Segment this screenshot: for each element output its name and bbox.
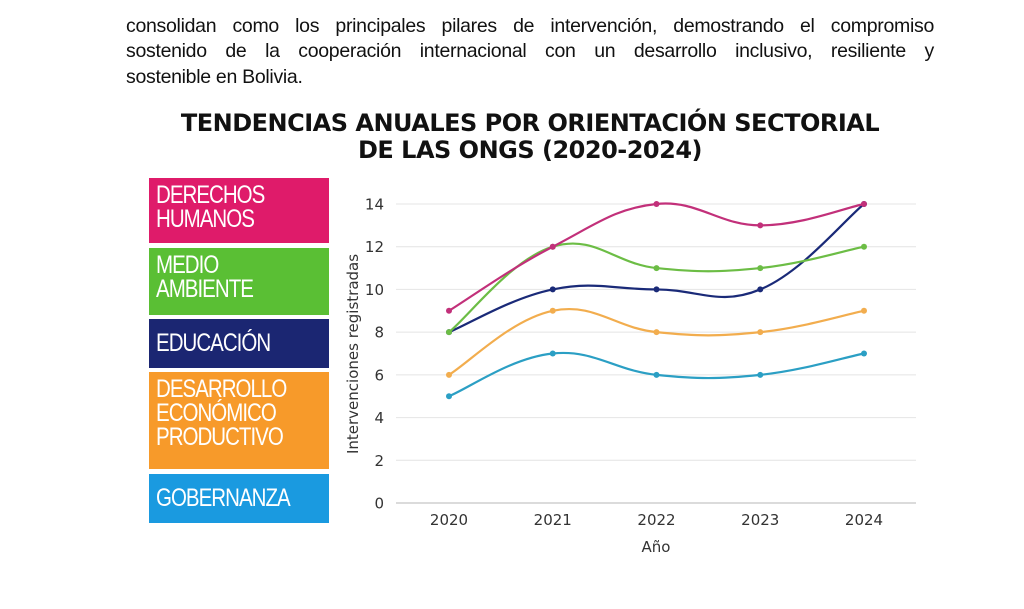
legend-item-desarrollo-economico-productivo: DESARROLLO ECONÓMICO PRODUCTIVO bbox=[149, 372, 329, 469]
paragraph-line: sostenido de la cooperación internaciona… bbox=[126, 40, 934, 62]
x-axis-ticks: 2020 2021 2022 2023 2024 bbox=[430, 511, 883, 529]
data-point bbox=[549, 286, 556, 293]
data-point bbox=[861, 243, 867, 250]
legend-item-derechos-humanos: DERECHOS HUMANOS bbox=[149, 178, 329, 243]
x-tick-label: 2022 bbox=[637, 511, 675, 529]
data-point bbox=[446, 329, 452, 336]
legend-label: PRODUCTIVO bbox=[156, 423, 284, 451]
data-point bbox=[446, 371, 452, 378]
data-point bbox=[757, 222, 764, 229]
y-axis-label: Intervenciones registradas bbox=[344, 254, 362, 454]
legend-label: EDUCACIÓN bbox=[156, 329, 271, 357]
y-tick-label: 6 bbox=[374, 366, 384, 384]
data-point bbox=[757, 265, 764, 272]
data-point bbox=[549, 350, 556, 357]
data-point bbox=[861, 307, 867, 314]
data-point bbox=[653, 265, 660, 272]
paragraph-line: sostenible en Bolivia. bbox=[126, 65, 303, 88]
x-tick-label: 2023 bbox=[741, 511, 779, 529]
y-tick-label: 2 bbox=[374, 452, 384, 470]
data-point bbox=[757, 371, 764, 378]
legend-label: ECONÓMICO bbox=[156, 399, 277, 427]
x-tick-label: 2024 bbox=[845, 511, 883, 529]
legend-label: MEDIO bbox=[156, 251, 219, 279]
data-point bbox=[861, 201, 867, 207]
data-point bbox=[653, 286, 660, 293]
series-derechos-humanos bbox=[446, 201, 867, 314]
chart-title: TENDENCIAS ANUALES POR ORIENTACIÓN SECTO… bbox=[120, 110, 940, 164]
data-point bbox=[757, 286, 764, 293]
x-axis-label: Año bbox=[642, 538, 671, 556]
data-point bbox=[446, 307, 452, 314]
legend-label: DESARROLLO bbox=[156, 375, 287, 403]
data-point bbox=[757, 329, 764, 336]
y-tick-label: 14 bbox=[365, 196, 384, 214]
legend-item-educacion: EDUCACIÓN bbox=[149, 319, 329, 368]
data-point bbox=[861, 350, 867, 357]
x-tick-label: 2020 bbox=[430, 511, 468, 529]
data-point bbox=[653, 201, 660, 207]
paragraph-line: consolidan como los principales pilares … bbox=[126, 14, 934, 37]
x-tick-label: 2021 bbox=[534, 511, 572, 529]
legend-item-medio-ambiente: MEDIO AMBIENTE bbox=[149, 248, 329, 315]
data-point bbox=[446, 393, 452, 400]
body-paragraph: consolidan como los principales pilares … bbox=[126, 0, 934, 90]
chart-title-line: DE LAS ONGS (2020-2024) bbox=[358, 136, 703, 164]
series-line bbox=[447, 202, 866, 312]
series-gobernanza bbox=[446, 350, 867, 400]
data-point bbox=[653, 329, 660, 336]
series-lines bbox=[446, 201, 867, 400]
y-tick-label: 4 bbox=[374, 409, 384, 427]
y-axis-ticks: 0 2 4 6 8 10 12 14 bbox=[365, 196, 384, 513]
y-tick-label: 0 bbox=[374, 495, 384, 513]
legend-label: DERECHOS bbox=[156, 181, 265, 209]
legend-label: AMBIENTE bbox=[156, 275, 254, 303]
y-tick-label: 8 bbox=[374, 324, 384, 342]
legend-label: GOBERNANZA bbox=[156, 484, 291, 512]
data-point bbox=[653, 371, 660, 378]
y-tick-label: 10 bbox=[365, 281, 384, 299]
legend-item-gobernanza: GOBERNANZA bbox=[149, 474, 329, 523]
y-tick-label: 12 bbox=[365, 238, 384, 256]
data-point bbox=[549, 243, 556, 250]
data-point bbox=[549, 307, 556, 314]
chart-title-line: TENDENCIAS ANUALES POR ORIENTACIÓN SECTO… bbox=[180, 109, 880, 137]
series-desarrollo-economico-productivo bbox=[446, 307, 867, 378]
gridlines bbox=[396, 203, 916, 504]
legend-label: HUMANOS bbox=[156, 205, 255, 233]
